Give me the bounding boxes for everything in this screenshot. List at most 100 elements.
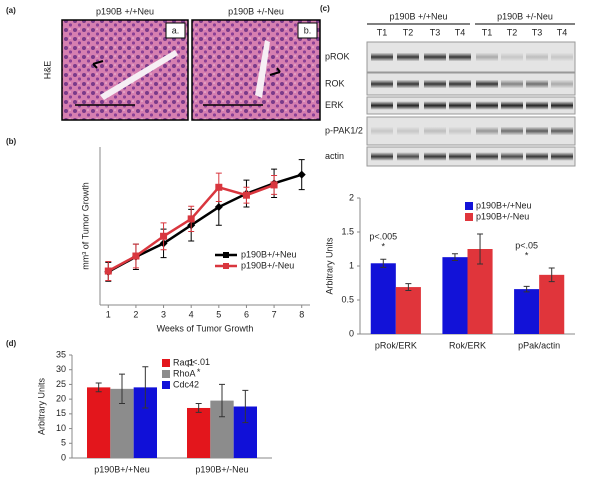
blot-band: [397, 101, 419, 110]
x-tick-label: 1: [106, 309, 111, 319]
legend-label: p190B+/+Neu: [476, 200, 532, 210]
blot-band: [371, 127, 393, 135]
image-title: p190B +/-Neu: [228, 6, 284, 16]
image-tag: b.: [304, 25, 312, 35]
blot-band: [501, 80, 523, 88]
point: [270, 181, 278, 189]
point: [160, 232, 168, 240]
error-bar: [405, 283, 412, 291]
tag-box: [165, 22, 186, 39]
bar: [133, 387, 157, 458]
error-bar: [119, 373, 125, 405]
lane-label: T4: [557, 27, 568, 37]
legend-swatch: [465, 202, 473, 210]
legend-marker: [223, 252, 229, 258]
row-label: ROK: [325, 78, 345, 88]
blot-band: [397, 80, 419, 88]
blot-band: [551, 127, 573, 135]
blot-band: [501, 127, 523, 135]
lane-label: T4: [455, 27, 466, 37]
image-tag: a.: [172, 25, 180, 35]
error-bar: [451, 253, 458, 262]
tag-box: [297, 22, 318, 39]
legend-label: p190B+/+Neu: [241, 249, 297, 259]
blot-band: [449, 53, 471, 61]
blot-band: [371, 80, 393, 88]
bar: [514, 289, 540, 334]
row-label: pROK: [325, 51, 350, 61]
panel-label: (d): [6, 339, 17, 348]
image-title: p190B +/+Neu: [96, 6, 154, 16]
blot-band: [449, 127, 471, 135]
bar: [110, 388, 134, 458]
bar: [539, 274, 565, 334]
y-axis-label: Arbitrary Units: [36, 377, 46, 435]
y-tick-label: 25: [56, 379, 66, 389]
blot-band: [476, 80, 498, 88]
y-axis-label: mm³ of Tumor Growth: [80, 182, 90, 270]
blot-band: [501, 152, 523, 161]
y-tick-label: 1.5: [341, 226, 354, 236]
blot-band: [476, 127, 498, 135]
legend-swatch: [465, 213, 473, 221]
bar: [87, 387, 111, 458]
point: [214, 203, 223, 212]
x-tick-label: 4: [189, 309, 194, 319]
blot-band: [526, 80, 548, 88]
x-tick-label: 6: [244, 309, 249, 319]
vessel: [100, 50, 178, 100]
blot-band: [397, 127, 419, 135]
point: [187, 215, 195, 223]
blot-band: [551, 80, 573, 88]
point: [297, 170, 306, 179]
y-tick-label: 35: [56, 349, 66, 359]
bar: [233, 406, 257, 458]
x-tick-label: 3: [161, 309, 166, 319]
error-bar: [195, 403, 202, 413]
bar: [370, 263, 396, 334]
row-label: p-PAK1/2: [325, 125, 363, 135]
blot-band: [551, 53, 573, 61]
error-bar: [242, 389, 249, 424]
point: [215, 183, 223, 191]
x-tick-label: pPak/actin: [518, 340, 560, 350]
x-tick-label: 2: [133, 309, 138, 319]
annotation: p<.005: [369, 232, 397, 242]
panel-label: (b): [6, 137, 17, 146]
blot-band: [424, 127, 446, 135]
blot-band: [551, 152, 573, 161]
blot-band: [371, 101, 393, 110]
blot-band: [476, 101, 498, 110]
bar: [187, 407, 211, 458]
blot-band: [526, 101, 548, 110]
legend-swatch: [162, 370, 170, 378]
y-tick-label: 2: [349, 192, 354, 202]
blot-band: [371, 53, 393, 61]
arrow: [92, 60, 104, 69]
series-line: [107, 173, 303, 273]
error-bar: [523, 285, 530, 293]
lane-label: T1: [377, 27, 388, 37]
y-tick-label: 20: [56, 394, 66, 404]
legend-label: Rac1: [173, 357, 194, 367]
x-tick-label: 8: [299, 309, 304, 319]
x-axis-label: Weeks of Tumor Growth: [157, 323, 254, 333]
panel-label: (a): [6, 6, 16, 15]
y-tick-label: 0: [61, 452, 66, 462]
x-tick-label: Rok/ERK: [449, 340, 486, 350]
y-tick-label: 15: [56, 408, 66, 418]
annotation-star: *: [525, 250, 529, 260]
legend-swatch: [162, 381, 170, 389]
vessel: [255, 40, 270, 98]
legend-label: p190B+/-Neu: [476, 211, 529, 221]
bar: [442, 257, 468, 334]
blot-band: [371, 152, 393, 161]
legend-label: RhoA: [173, 368, 196, 378]
y-tick-label: 0: [349, 328, 354, 338]
blot-band: [449, 80, 471, 88]
x-tick-label: p190B+/-Neu: [195, 464, 248, 474]
y-tick-label: 5: [61, 438, 66, 448]
x-tick-label: 7: [272, 309, 277, 319]
legend-marker: [223, 263, 229, 269]
blot-band: [526, 127, 548, 135]
